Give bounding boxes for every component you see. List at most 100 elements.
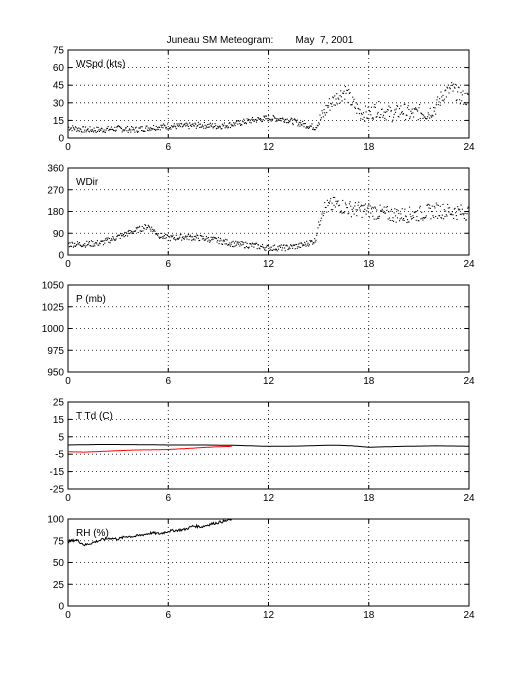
data-point (245, 245, 248, 248)
data-point (223, 240, 225, 242)
data-point (403, 217, 405, 220)
data-point (218, 126, 220, 128)
data-point (143, 227, 145, 229)
data-point (67, 126, 69, 129)
data-point (179, 236, 181, 238)
data-point (374, 206, 376, 208)
data-point (361, 114, 363, 116)
data-point (449, 87, 451, 89)
data-point (211, 123, 213, 125)
data-point (436, 99, 438, 101)
data-point (431, 205, 433, 207)
data-point (430, 218, 432, 220)
data-point (270, 119, 272, 121)
data-point (444, 215, 446, 218)
data-point (236, 120, 238, 122)
data-point (165, 126, 167, 128)
data-point (300, 246, 302, 248)
data-point (154, 230, 156, 232)
data-point (255, 121, 258, 123)
data-point (282, 247, 284, 249)
data-point (438, 101, 440, 103)
data-point (320, 220, 322, 222)
data-point (326, 211, 328, 213)
data-point (431, 116, 433, 118)
data-point (435, 104, 437, 106)
data-point (400, 217, 403, 219)
data-point (388, 105, 390, 107)
data-point (292, 122, 294, 124)
data-point (110, 129, 112, 131)
data-point (221, 243, 223, 245)
data-point (321, 213, 323, 215)
data-point (422, 117, 424, 119)
data-point (226, 239, 228, 241)
data-point (340, 96, 342, 98)
data-point (462, 212, 464, 215)
data-point (340, 90, 342, 92)
x-tick-label: 18 (363, 610, 375, 621)
data-point (149, 127, 151, 129)
data-point (191, 123, 193, 125)
data-point (456, 218, 458, 220)
data-point (370, 106, 373, 108)
data-point (259, 118, 262, 120)
data-point (274, 117, 276, 119)
data-point (311, 240, 313, 242)
y-tick-label: 1025 (42, 302, 65, 313)
data-point (280, 120, 282, 122)
data-point (333, 204, 335, 206)
data-point (80, 130, 82, 132)
data-point (132, 232, 135, 234)
data-point (139, 127, 141, 129)
data-point (467, 93, 469, 95)
data-point (108, 129, 110, 131)
data-point (386, 209, 388, 211)
data-point (89, 126, 91, 128)
data-point (297, 246, 299, 248)
data-point (287, 121, 289, 124)
data-point (150, 129, 152, 131)
data-point (328, 105, 330, 107)
data-point (458, 87, 460, 89)
data-point (407, 107, 409, 109)
data-point (371, 206, 373, 208)
data-point (366, 210, 368, 212)
data-point (431, 114, 433, 116)
data-point (192, 239, 194, 241)
data-point (427, 204, 429, 206)
data-point (259, 245, 262, 247)
data-point (141, 126, 143, 128)
data-point (451, 211, 453, 213)
data-point (327, 106, 329, 109)
data-point (203, 239, 205, 241)
y-tick-label: 75 (53, 46, 65, 57)
data-point (199, 123, 201, 125)
data-point (155, 129, 157, 131)
data-point (464, 92, 466, 95)
data-point (413, 116, 415, 118)
data-point (123, 130, 125, 132)
data-point (292, 244, 294, 246)
data-point (330, 103, 332, 105)
data-point (369, 205, 371, 207)
data-point (243, 122, 246, 124)
data-point (195, 123, 197, 125)
data-point (127, 231, 129, 233)
data-point (126, 235, 129, 237)
data-point (375, 218, 377, 220)
data-point (118, 125, 120, 127)
data-point (368, 118, 370, 120)
data-point (316, 124, 318, 126)
data-point (446, 215, 448, 217)
data-point (205, 238, 207, 240)
data-point (433, 106, 435, 109)
data-point (135, 227, 137, 229)
data-point (127, 131, 129, 133)
data-point (275, 120, 277, 122)
data-point (81, 131, 83, 133)
data-point (70, 245, 72, 247)
data-point (142, 130, 144, 132)
data-point (137, 130, 139, 133)
data-point (264, 115, 266, 117)
